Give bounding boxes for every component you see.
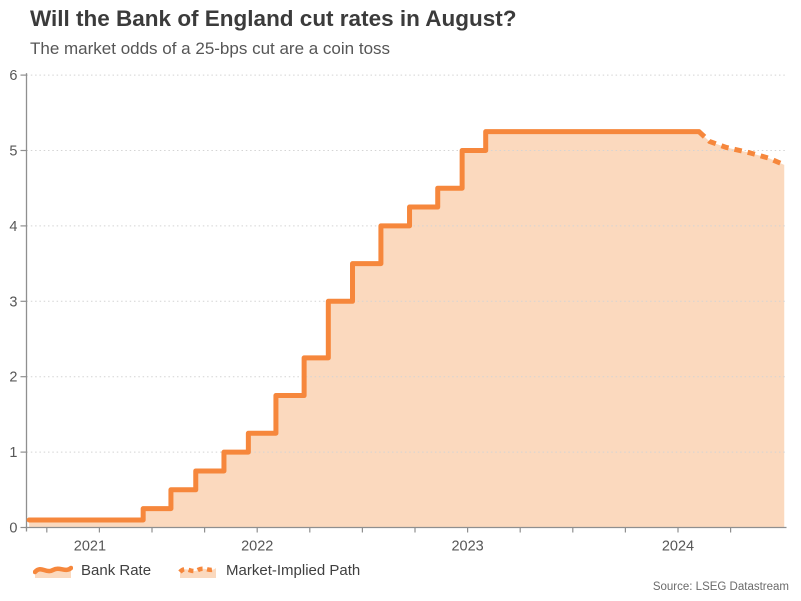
- y-tick-label-2: 2: [9, 370, 17, 386]
- x-year-label-2021: 2021: [74, 539, 106, 555]
- legend-label-market-implied: Market-Implied Path: [226, 561, 361, 579]
- legend-label-bank-rate: Bank Rate: [81, 561, 152, 579]
- chart-title: Will the Bank of England cut rates in Au…: [30, 6, 517, 31]
- source-attribution: Source: LSEG Datastream: [652, 581, 789, 593]
- y-tick-label-4: 4: [9, 219, 17, 235]
- y-tick-label-1: 1: [9, 445, 17, 461]
- chart-legend: Bank Rate Market-Implied Path: [33, 561, 360, 579]
- bank-rate-line-icon: [33, 565, 73, 578]
- market-implied-dashed-line-icon: [178, 566, 218, 578]
- y-tick-label-0: 0: [9, 521, 17, 537]
- chart-subtitle: The market odds of a 25-bps cut are a co…: [30, 39, 391, 58]
- bank-rate-line: [26, 129, 702, 523]
- x-year-label-2024: 2024: [662, 539, 694, 555]
- x-year-label-2022: 2022: [241, 539, 273, 555]
- x-year-label-2023: 2023: [451, 539, 483, 555]
- y-tick-label-3: 3: [9, 294, 17, 310]
- legend-item-market-implied: Market-Implied Path: [178, 561, 360, 579]
- bank-rate-area-fill: [29, 131, 785, 528]
- market-implied-path-line: [697, 129, 786, 168]
- y-tick-label-5: 5: [9, 144, 17, 160]
- legend-item-bank-rate: Bank Rate: [33, 561, 151, 579]
- y-tick-label-6: 6: [9, 68, 17, 84]
